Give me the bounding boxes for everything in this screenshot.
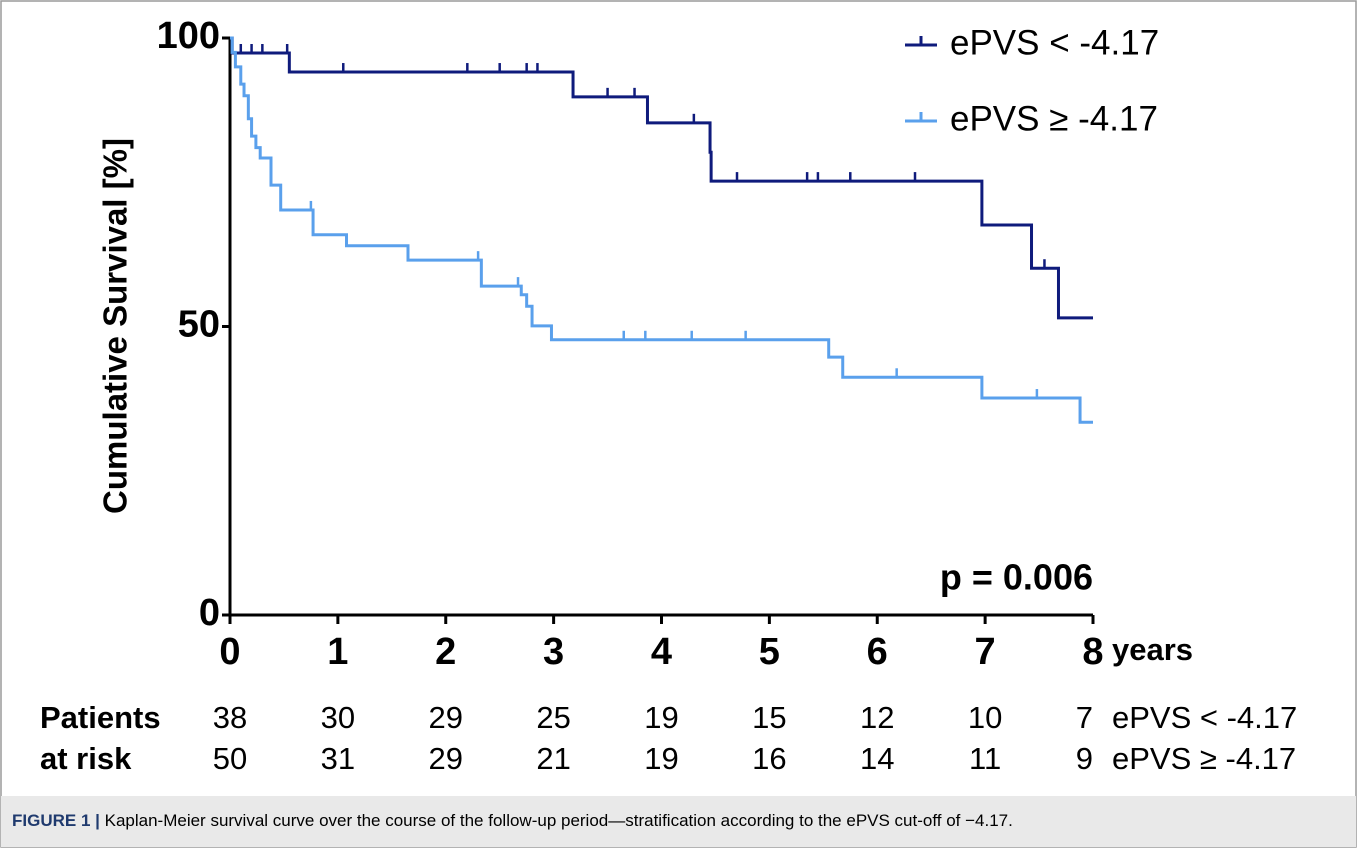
y-tick-label: 100: [157, 15, 220, 57]
risk-count: 38: [213, 700, 247, 735]
risk-count: 15: [752, 700, 786, 735]
risk-header: at risk: [40, 741, 132, 776]
caption-band: [1, 796, 1356, 847]
risk-count: 12: [860, 700, 894, 735]
x-tick-label: 2: [435, 631, 456, 673]
survival-curve: [230, 36, 1093, 424]
risk-count: 10: [968, 700, 1002, 735]
risk-count: 16: [752, 741, 786, 776]
x-tick-label: 8: [1082, 631, 1103, 673]
legend-label: ePVS < -4.17: [950, 23, 1159, 62]
x-tick-label: 1: [327, 631, 348, 673]
risk-count: 7: [1076, 700, 1093, 735]
risk-count: 30: [321, 700, 355, 735]
survival-curve: [230, 36, 1093, 320]
risk-count: 29: [429, 741, 463, 776]
x-tick-label: 4: [651, 631, 672, 673]
risk-count: 14: [860, 741, 894, 776]
x-unit-label: years: [1112, 632, 1193, 667]
x-tick-label: 7: [975, 631, 996, 673]
risk-count: 19: [644, 700, 678, 735]
x-tick-label: 3: [543, 631, 564, 673]
risk-group: ePVS < -4.17: [1112, 700, 1297, 735]
risk-count: 50: [213, 741, 247, 776]
risk-group: ePVS ≥ -4.17: [1112, 741, 1296, 776]
x-tick-label: 6: [867, 631, 888, 673]
risk-count: 29: [429, 700, 463, 735]
risk-count: 25: [536, 700, 570, 735]
caption: FIGURE 1 | Kaplan-Meier survival curve o…: [12, 811, 1013, 830]
risk-count: 19: [644, 741, 678, 776]
risk-count: 21: [536, 741, 570, 776]
x-tick-label: 5: [759, 631, 780, 673]
x-tick-label: 0: [219, 631, 240, 673]
y-tick-label: 50: [178, 304, 220, 346]
risk-count: 9: [1076, 741, 1093, 776]
risk-header: Patients: [40, 700, 161, 735]
caption-text: Kaplan-Meier survival curve over the cou…: [100, 811, 1013, 830]
p-value: p = 0.006: [940, 557, 1093, 598]
risk-count: 31: [321, 741, 355, 776]
y-tick-label: 0: [199, 592, 220, 634]
legend-label: ePVS ≥ -4.17: [950, 99, 1158, 138]
y-axis-label: Cumulative Survival [%]: [97, 138, 134, 514]
caption-label: FIGURE 1 |: [12, 811, 100, 830]
risk-count: 11: [969, 741, 1001, 776]
